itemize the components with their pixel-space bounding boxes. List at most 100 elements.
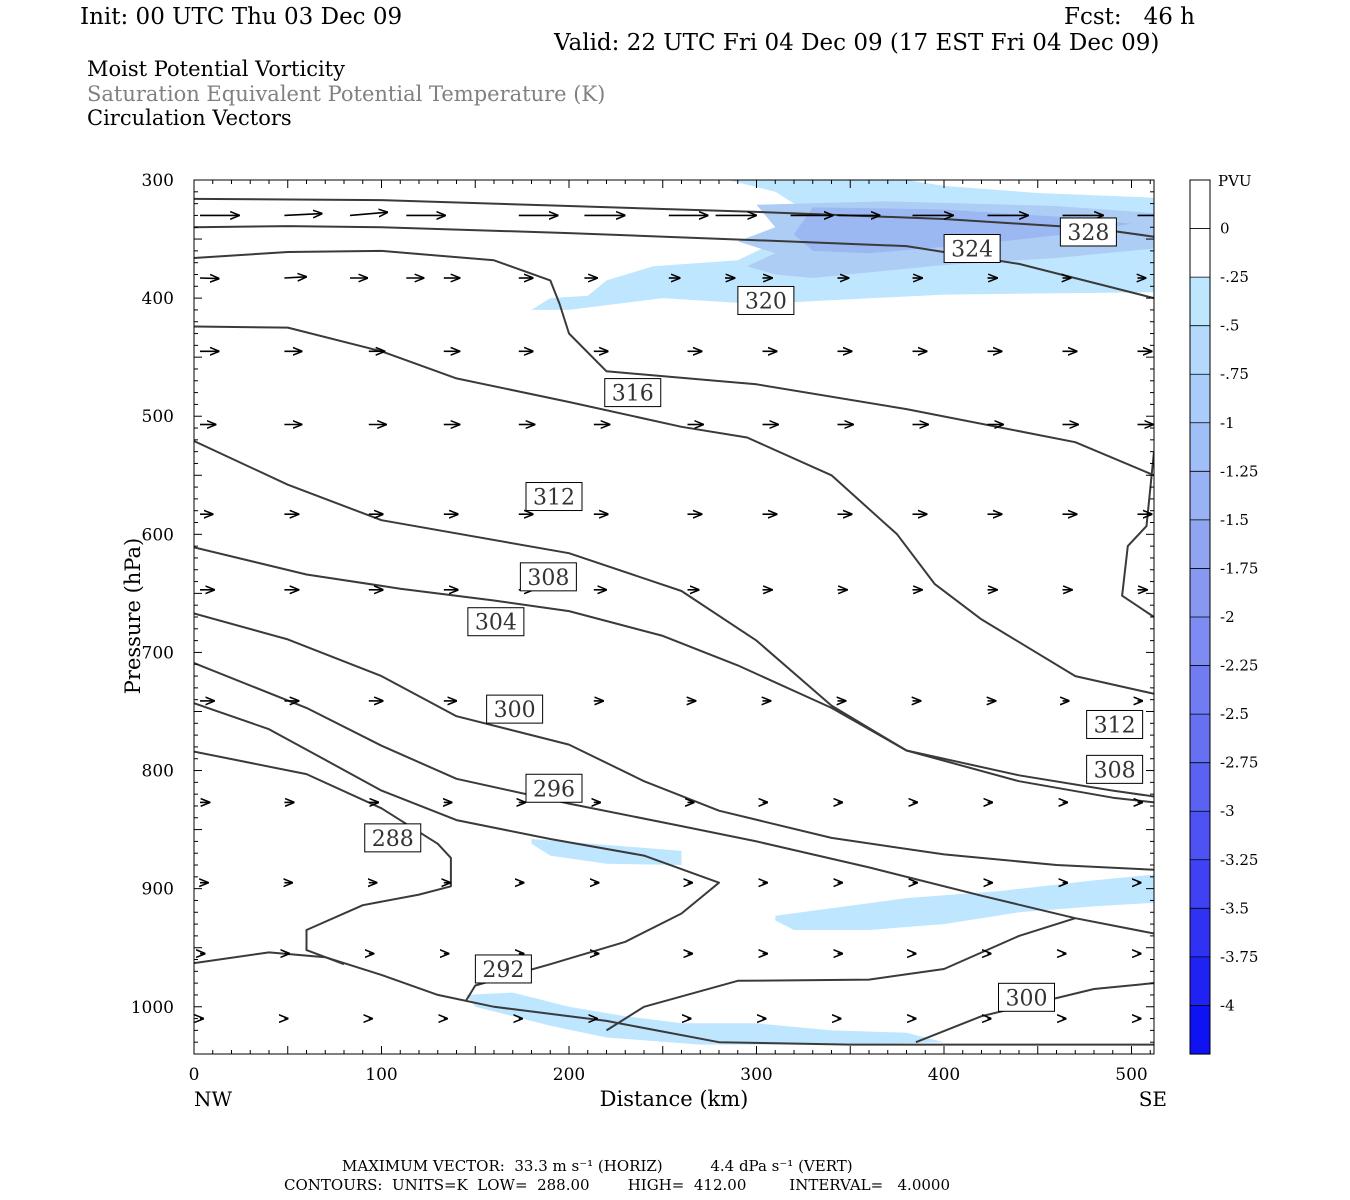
contour-labels: 328 324 320 316 312 308 304 300 296 288 292 300 312 3… <box>364 217 1144 1012</box>
y-axis-label: Pressure (hPa) <box>121 538 145 694</box>
x-tick-label: 500 <box>1115 1065 1147 1085</box>
x-tick-label: 300 <box>740 1065 772 1085</box>
contour-label-296: 296 <box>525 773 583 803</box>
pv-region-5 <box>465 992 944 1045</box>
contour-label-308: 308 <box>519 562 577 592</box>
colorbar-label: -.75 <box>1220 365 1249 383</box>
vector-arrow-1-1 <box>284 277 306 278</box>
y-tick-label: 900 <box>142 880 174 900</box>
colorbar-unit: PVU <box>1218 172 1252 190</box>
contour-label-box <box>525 482 583 512</box>
contour-label-308: 308 <box>1086 754 1144 784</box>
theta-contour-296-8 <box>194 702 720 1002</box>
x-tick-label: 100 <box>365 1065 397 1085</box>
y-tick-label: 400 <box>142 289 174 309</box>
colorbar-label: -3 <box>1220 802 1235 820</box>
init-time: Init: 00 UTC Thu 03 Dec 09 <box>80 4 403 30</box>
x-tick-label: 0 <box>189 1065 200 1085</box>
colorbar-swatch <box>1190 374 1210 424</box>
contour-label-288: 288 <box>364 823 422 853</box>
contour-label-box <box>474 954 532 984</box>
contour-label-304: 304 <box>467 607 525 637</box>
colorbar-label: -1.25 <box>1220 462 1258 480</box>
colorbar-label: -1 <box>1220 414 1235 432</box>
contour-label-text: 300 <box>1006 986 1048 1011</box>
colorbar-label: -2.75 <box>1220 754 1258 772</box>
y-tick-label: 500 <box>142 407 174 427</box>
theta-contour-312-4 <box>194 440 1154 798</box>
contour-label-300: 300 <box>998 982 1055 1012</box>
valid-time: Valid: 22 UTC Fri 04 Dec 09 (17 EST Fri … <box>554 30 1160 56</box>
contour-label-box <box>519 562 577 592</box>
field-pv-title: Moist Potential Vorticity <box>87 57 345 81</box>
max-vector-note: MAXIMUM VECTOR: 33.3 m s⁻¹ (HORIZ) 4.4 d… <box>342 1157 853 1175</box>
contour-label-box <box>364 823 422 853</box>
contour-label-box <box>486 694 544 724</box>
plot-frame <box>193 179 1155 1055</box>
colorbar-swatch <box>1190 471 1210 521</box>
theta-contour-300-12 <box>194 951 1154 1046</box>
colorbar-swatch <box>1190 714 1210 764</box>
theta-contour-304-6 <box>194 612 1154 871</box>
x-left-end-label: NW <box>194 1087 233 1111</box>
colorbar-swatch <box>1190 859 1210 909</box>
colorbar-label: -4 <box>1220 996 1235 1014</box>
x-tick-label: 400 <box>928 1065 960 1085</box>
colorbar-label: -2.5 <box>1220 705 1249 723</box>
theta-contour-288-9 <box>194 750 452 966</box>
pv-shading <box>465 180 1154 1045</box>
theta-contour-300-10 <box>605 917 1076 1032</box>
contour-label-box <box>998 982 1055 1012</box>
contour-label-text: 292 <box>482 958 524 983</box>
x-right-end-label: SE <box>1139 1087 1167 1111</box>
theta-contour-308-5 <box>194 546 1154 804</box>
contour-label-292: 292 <box>474 954 532 984</box>
contour-label-box <box>737 285 795 315</box>
colorbar-label: 0 <box>1220 220 1230 238</box>
contour-label-box <box>1086 754 1144 784</box>
contour-label-text: 304 <box>475 611 517 636</box>
colorbar-swatch <box>1190 568 1210 618</box>
cross-section-chart: 0 100 200 300 400 500 300 400 500 600 700 800 900 100… <box>121 171 1258 1111</box>
theta-contour-316-13 <box>1121 451 1154 618</box>
contour-label-328: 328 <box>1059 217 1117 247</box>
colorbar-label: -3.25 <box>1220 851 1258 869</box>
x-axis-label: Distance (km) <box>600 1087 749 1111</box>
colorbar-label: -3.75 <box>1220 948 1258 966</box>
colorbar-swatch <box>1190 956 1210 1007</box>
contour-label-320: 320 <box>737 285 795 315</box>
field-theta-title: Saturation Equivalent Potential Temperat… <box>87 82 606 106</box>
colorbar-label: -.5 <box>1220 317 1239 335</box>
contour-label-box <box>467 607 525 637</box>
contour-label-text: 324 <box>951 238 993 263</box>
contour-label-312: 312 <box>525 482 583 512</box>
contour-label-text: 288 <box>372 827 414 852</box>
contour-label-box <box>1086 709 1144 739</box>
pv-region-4 <box>775 874 1154 930</box>
contour-label-text: 296 <box>533 777 575 802</box>
theta-contour-320-2 <box>194 249 1154 477</box>
contour-label-box <box>943 234 1001 264</box>
theta-contour-316-3 <box>194 325 1154 695</box>
contour-label-text: 320 <box>745 289 787 314</box>
contour-info-note: CONTOURS: UNITS=K LOW= 288.00 HIGH= 412.… <box>284 1176 950 1194</box>
circulation-vectors <box>200 212 1154 1018</box>
colorbar-swatch <box>1190 617 1210 667</box>
y-tick-label: 800 <box>142 762 174 782</box>
colorbar-label: -2.25 <box>1220 657 1258 675</box>
contour-label-300: 300 <box>486 694 544 724</box>
colorbar-swatch <box>1190 180 1210 230</box>
pv-region-3 <box>531 839 682 865</box>
colorbar-swatch <box>1190 1005 1210 1055</box>
contour-label-text: 312 <box>1094 713 1136 738</box>
colorbar-swatch <box>1190 228 1210 278</box>
contour-label-text: 312 <box>533 486 575 511</box>
colorbar-label: -1.75 <box>1220 559 1258 577</box>
forecast-hour: Fcst: 46 h <box>1064 4 1195 30</box>
y-tick-label: 1000 <box>131 998 174 1018</box>
field-vector-title: Circulation Vectors <box>87 106 292 130</box>
colorbar-swatch <box>1190 811 1210 861</box>
contour-label-316: 316 <box>604 378 662 408</box>
colorbar-swatch <box>1190 325 1210 375</box>
colorbar-label: -3.5 <box>1220 899 1249 917</box>
